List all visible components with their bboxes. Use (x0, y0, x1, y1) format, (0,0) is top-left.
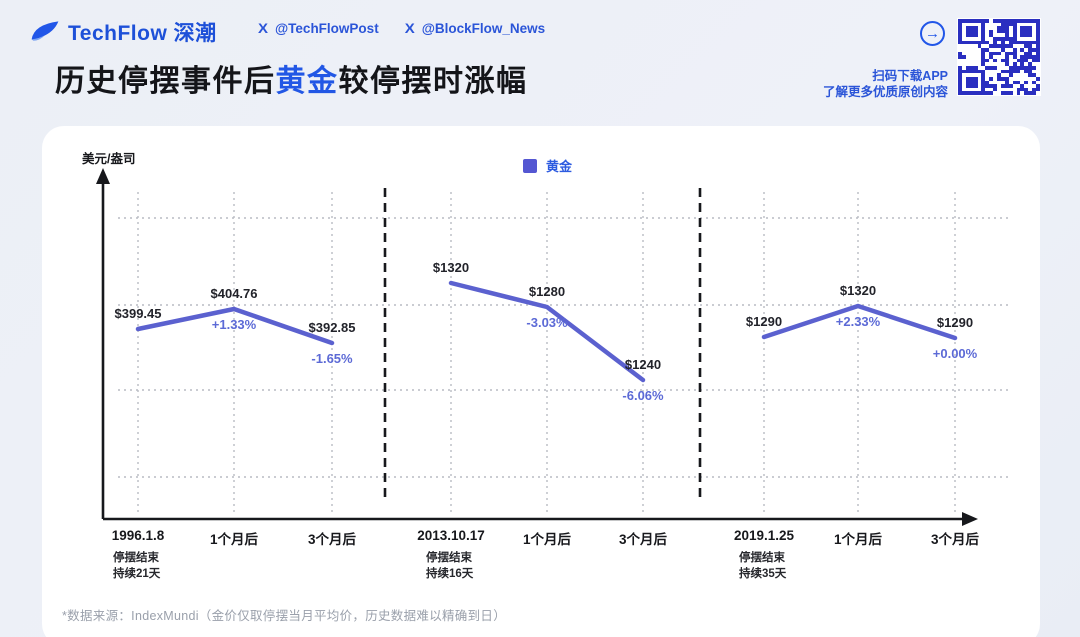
x-tick-label: 1个月后 (833, 532, 883, 547)
handle-label: @TechFlowPost (275, 21, 379, 36)
handle-label: @BlockFlow_News (421, 21, 546, 36)
x-tick-label: 3个月后 (930, 532, 980, 547)
price-label: $1240 (624, 357, 662, 372)
price-label: $1320 (839, 283, 877, 298)
x-axis-arrowhead (962, 512, 978, 526)
social-handles: X @TechFlowPost X @BlockFlow_News (258, 20, 545, 37)
legend-label-gold: 黄金 (546, 159, 573, 174)
title-prefix: 历史停摆事件后 (55, 65, 276, 98)
shutdown-duration-label: 持续35天 (739, 568, 787, 580)
x-twitter-icon: X (258, 20, 269, 37)
data-source-note: *数据来源：IndexMundi（金价仅取停摆当月平均价，历史数据难以精确到日） (62, 609, 506, 623)
x-twitter-icon: X (404, 20, 415, 37)
pct-change-label: +2.33% (835, 314, 881, 329)
x-tick-label: 1996.1.8 (111, 528, 165, 543)
header: TechFlow 深潮 (30, 14, 217, 50)
price-label: $1290 (936, 315, 974, 330)
shutdown-end-label: 停摆结束 (739, 552, 785, 564)
gold-line-segment-2 (448, 280, 646, 383)
gold-price-line-chart (96, 168, 1010, 526)
title-highlight: 黄金 (275, 65, 339, 98)
brand-name: TechFlow 深潮 (68, 22, 217, 45)
x-tick-label: 2019.1.25 (733, 528, 795, 543)
handle-blockflow-news[interactable]: X @BlockFlow_News (405, 20, 545, 37)
price-label: $404.76 (210, 286, 258, 301)
handle-techflowpost[interactable]: X @TechFlowPost (258, 20, 379, 37)
y-axis-arrowhead (96, 168, 110, 184)
qr-caption: 扫码下载APP 了解更多优质原创内容 (823, 68, 948, 100)
h-gridlines (118, 217, 1010, 478)
shutdown-end-label: 停摆结束 (426, 552, 472, 564)
price-label: $399.45 (114, 306, 162, 321)
legend: 黄金 (523, 156, 572, 175)
legend-swatch-gold (523, 158, 537, 173)
shutdown-end-label: 停摆结束 (113, 552, 159, 564)
gold-line-segment-3 (761, 303, 958, 341)
x-tick-label: 2013.10.17 (417, 528, 485, 543)
shutdown-duration-label: 持续16天 (426, 568, 474, 580)
price-label: $392.85 (308, 320, 356, 335)
shutdown-note: 停摆结束持续35天 (739, 550, 786, 582)
pct-change-label: -6.06% (622, 388, 664, 403)
x-tick-label: 3个月后 (307, 532, 357, 547)
arrow-right-circle-icon[interactable]: → (920, 21, 945, 46)
pct-change-label: -3.03% (526, 315, 568, 330)
pct-change-label: +0.00% (932, 346, 978, 361)
x-tick-label: 3个月后 (618, 532, 668, 547)
shutdown-note: 停摆结束持续16天 (426, 550, 473, 582)
shutdown-note: 停摆结束持续21天 (113, 550, 160, 582)
shutdown-duration-label: 持续21天 (113, 568, 161, 580)
chart-card: 美元/盎司 黄金 (42, 126, 1040, 637)
x-tick-label: 1个月后 (522, 532, 572, 547)
pct-change-label: -1.65% (311, 351, 353, 366)
qr-caption-line2: 了解更多优质原创内容 (822, 85, 948, 99)
price-label: $1290 (745, 314, 783, 329)
x-tick-label: 1个月后 (209, 532, 259, 547)
price-label: $1320 (432, 260, 470, 275)
axes (101, 178, 964, 521)
pct-change-label: +1.33% (211, 317, 257, 332)
gold-line-segment-1 (135, 306, 335, 346)
title-suffix: 较停摆时涨幅 (338, 65, 528, 98)
price-label: $1280 (528, 284, 566, 299)
series-layer (135, 280, 958, 383)
event-separators (383, 188, 702, 498)
techflow-logo-icon (31, 21, 59, 41)
qr-caption-line1: 扫码下载APP (872, 69, 948, 83)
page-title: 历史停摆事件后黄金较停摆时涨幅 (55, 56, 528, 100)
app-download-qr-code[interactable] (957, 18, 1041, 96)
v-gridlines (137, 192, 956, 516)
y-axis-label: 美元/盎司 (82, 152, 136, 166)
